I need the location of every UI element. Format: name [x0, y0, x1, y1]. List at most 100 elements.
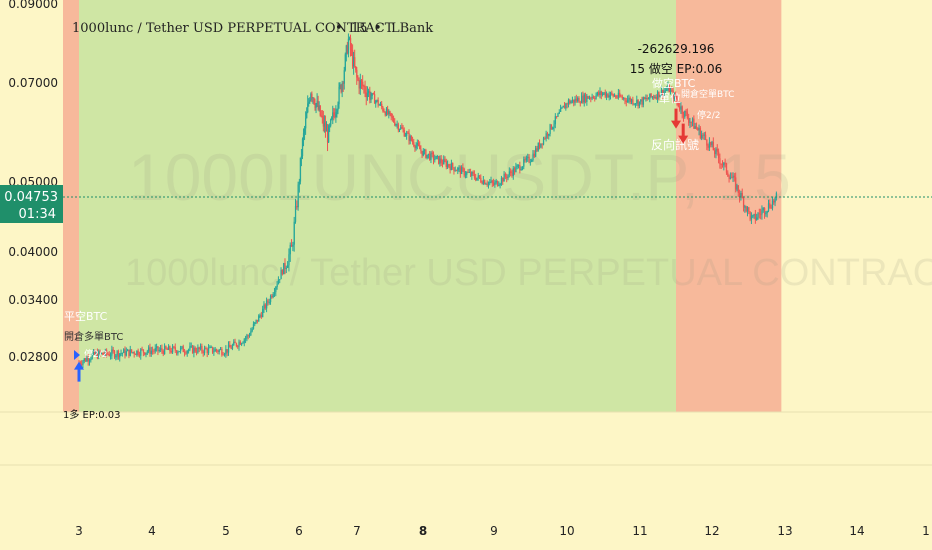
candle-body [326, 129, 329, 143]
candle-body [571, 99, 574, 102]
candle-body [763, 208, 766, 215]
candle-body [174, 347, 176, 351]
candle-body [693, 118, 695, 129]
candle-body [579, 102, 581, 104]
candle-body [195, 351, 198, 353]
candle-body [130, 349, 133, 353]
candle-body [541, 143, 543, 145]
candle-body [708, 141, 711, 148]
candle-body [676, 99, 678, 102]
candle-body [189, 346, 191, 350]
candle-body [175, 350, 178, 354]
candle-body [491, 180, 493, 183]
left-open-long: 開倉多單BTC [64, 330, 123, 343]
x-axis[interactable]: 3 4 5 6 7 8 9 10 11 12 13 14 1 [75, 524, 930, 538]
candle-body [264, 304, 266, 309]
candle-body [333, 112, 335, 115]
candle-body [382, 107, 384, 112]
candle-body [268, 302, 270, 303]
candle-body [748, 207, 750, 212]
candle-body [299, 157, 302, 182]
candle-body [439, 158, 441, 164]
candle-body [554, 116, 557, 125]
candle-body [210, 346, 212, 348]
price-badge-value: 0.04753 [4, 190, 58, 205]
candle-body [766, 210, 768, 213]
signal-bands [63, 0, 782, 412]
candle-body [662, 89, 664, 96]
candle-body [553, 124, 555, 128]
candle-body [765, 212, 767, 215]
candle-body [682, 114, 685, 118]
candle-body [754, 214, 757, 220]
candle-body [217, 350, 219, 352]
candle-body [392, 117, 395, 122]
candle-body [532, 153, 534, 160]
candle-body [637, 99, 639, 106]
candle-body [598, 92, 600, 95]
candle-body [672, 90, 674, 99]
candle-body [561, 107, 563, 109]
candle-body [698, 127, 700, 131]
candle-body [498, 185, 500, 186]
candle-body [109, 355, 112, 357]
candle-body [417, 142, 420, 146]
candle-body [170, 351, 172, 353]
candle-body [484, 180, 486, 185]
candle-body [750, 215, 753, 220]
candle-body [336, 110, 338, 113]
signal-arrow-down [678, 123, 689, 144]
candle-body [201, 345, 203, 352]
candle-body [630, 99, 633, 102]
candle-body [86, 357, 88, 362]
candle-body [740, 192, 742, 198]
candle-body [157, 346, 159, 351]
candle-body [633, 103, 635, 105]
candle-body [453, 167, 455, 172]
candle-body [378, 104, 381, 106]
candle-body [663, 91, 665, 96]
last-price-badge: 0.04753 01:34 [0, 185, 63, 223]
candle-body [690, 121, 692, 123]
candle-body [271, 295, 273, 298]
candle-body [736, 185, 738, 190]
candle-body [434, 159, 436, 161]
candle-body [376, 99, 378, 102]
candle-body [517, 165, 520, 166]
candle-body [503, 173, 505, 182]
candle-body [177, 351, 179, 354]
candle-body [359, 80, 361, 89]
candle-body [677, 101, 680, 107]
candle-body [153, 350, 155, 352]
candle-body [727, 172, 729, 176]
candle-body [689, 121, 691, 123]
candle-body [567, 100, 570, 105]
candle-body [445, 161, 447, 168]
signal-arrow-down [671, 108, 681, 129]
candle-body [312, 97, 314, 99]
candle-body [476, 177, 478, 181]
candle-body [742, 197, 745, 208]
candle-body [314, 103, 316, 108]
candle-body [737, 185, 739, 194]
candle-body [251, 328, 253, 332]
candle-body [557, 113, 559, 117]
candle-body [455, 170, 458, 172]
signal-arrow-right [74, 350, 80, 360]
candle-body [773, 200, 775, 203]
candle-body [279, 279, 281, 280]
candle-body [173, 346, 175, 348]
x-tick-label: 8 [419, 524, 427, 538]
candle-body [581, 95, 583, 104]
candle-body [651, 96, 654, 98]
candle-body [723, 162, 725, 166]
candle-body [546, 133, 549, 136]
candle-body [387, 108, 389, 115]
candle-body [757, 213, 759, 218]
candle-body [107, 353, 109, 355]
candle-body [132, 352, 134, 353]
candle-body [273, 292, 276, 295]
candle-body [608, 95, 610, 98]
candle-body [680, 106, 682, 110]
